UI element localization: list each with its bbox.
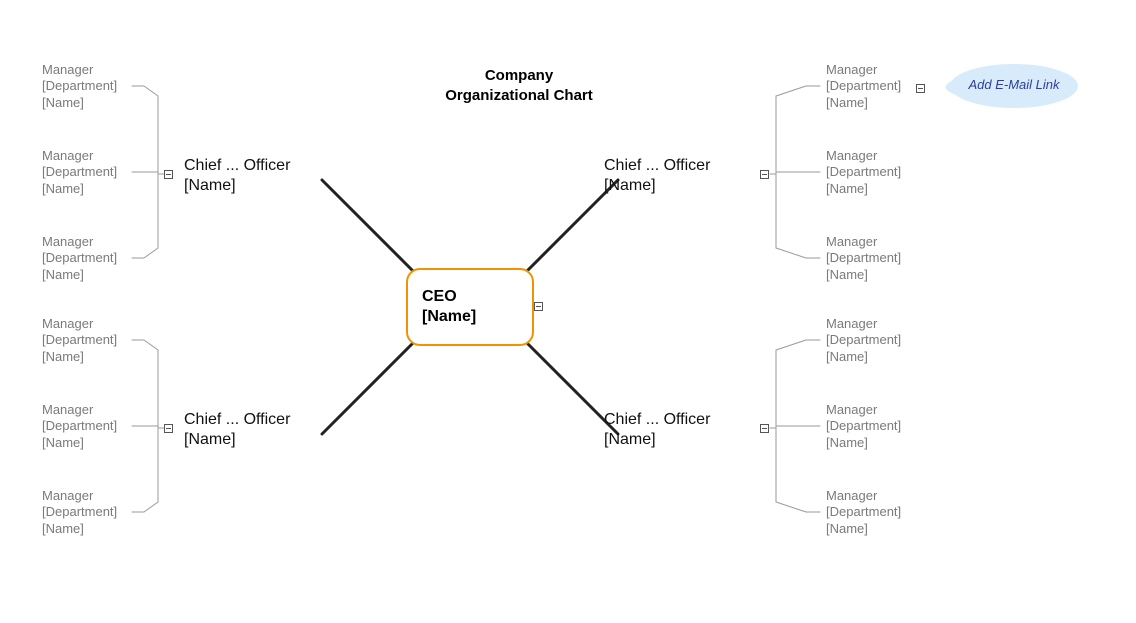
manager-dept: [Department] xyxy=(42,78,117,94)
manager-name: [Name] xyxy=(42,435,117,451)
manager-dept: [Department] xyxy=(826,250,901,266)
manager-title: Manager xyxy=(42,62,117,78)
manager-name: [Name] xyxy=(42,267,117,283)
chart-title: Company Organizational Chart xyxy=(404,66,634,107)
manager-title: Manager xyxy=(826,234,901,250)
manager-title: Manager xyxy=(42,234,117,250)
officer-bottom-left[interactable]: Chief ... Officer[Name] xyxy=(184,410,290,450)
officer-bottom-right[interactable]: Chief ... Officer[Name] xyxy=(604,410,710,450)
manager-name: [Name] xyxy=(826,349,901,365)
chart-title-line2: Organizational Chart xyxy=(404,86,634,106)
ceo-name: [Name] xyxy=(422,308,532,326)
manager-name: [Name] xyxy=(826,95,901,111)
manager-node[interactable]: Manager[Department][Name] xyxy=(826,316,901,365)
manager-node[interactable]: Manager[Department][Name] xyxy=(42,402,117,451)
manager-title: Manager xyxy=(42,316,117,332)
manager-name: [Name] xyxy=(826,181,901,197)
officer-title: Chief ... Officer xyxy=(184,410,290,430)
officer-name: [Name] xyxy=(184,430,290,450)
manager-title: Manager xyxy=(42,488,117,504)
officer-top-right[interactable]: Chief ... Officer[Name] xyxy=(604,156,710,196)
manager-dept: [Department] xyxy=(826,78,901,94)
collapse-icon[interactable] xyxy=(760,424,769,433)
manager-name: [Name] xyxy=(42,95,117,111)
manager-node[interactable]: Manager[Department][Name] xyxy=(42,234,117,283)
manager-dept: [Department] xyxy=(826,418,901,434)
chart-title-line1: Company xyxy=(404,66,634,86)
manager-node[interactable]: Manager[Department][Name] xyxy=(42,148,117,197)
manager-title: Manager xyxy=(826,148,901,164)
manager-name: [Name] xyxy=(42,521,117,537)
officer-title: Chief ... Officer xyxy=(604,156,710,176)
org-chart-canvas: Company Organizational Chart CEO [Name] … xyxy=(0,0,1136,623)
collapse-icon[interactable] xyxy=(164,424,173,433)
manager-dept: [Department] xyxy=(42,504,117,520)
collapse-icon[interactable] xyxy=(760,170,769,179)
collapse-icon[interactable] xyxy=(916,84,925,93)
manager-dept: [Department] xyxy=(826,332,901,348)
manager-node[interactable]: Manager[Department][Name] xyxy=(42,488,117,537)
collapse-icon[interactable] xyxy=(164,170,173,179)
officer-name: [Name] xyxy=(604,430,710,450)
officer-name: [Name] xyxy=(604,176,710,196)
manager-title: Manager xyxy=(42,148,117,164)
officer-title: Chief ... Officer xyxy=(184,156,290,176)
manager-dept: [Department] xyxy=(826,164,901,180)
manager-name: [Name] xyxy=(826,435,901,451)
manager-name: [Name] xyxy=(826,521,901,537)
manager-node[interactable]: Manager[Department][Name] xyxy=(42,316,117,365)
manager-title: Manager xyxy=(826,402,901,418)
manager-node[interactable]: Manager[Department][Name] xyxy=(826,234,901,283)
manager-dept: [Department] xyxy=(826,504,901,520)
manager-name: [Name] xyxy=(826,267,901,283)
manager-node[interactable]: Manager[Department][Name] xyxy=(826,62,901,111)
manager-node[interactable]: Manager[Department][Name] xyxy=(42,62,117,111)
ceo-title: CEO xyxy=(422,288,532,306)
manager-node[interactable]: Manager[Department][Name] xyxy=(826,488,901,537)
manager-title: Manager xyxy=(826,316,901,332)
manager-name: [Name] xyxy=(42,181,117,197)
officer-top-left[interactable]: Chief ... Officer[Name] xyxy=(184,156,290,196)
manager-dept: [Department] xyxy=(42,332,117,348)
manager-dept: [Department] xyxy=(42,164,117,180)
officer-name: [Name] xyxy=(184,176,290,196)
manager-node[interactable]: Manager[Department][Name] xyxy=(826,148,901,197)
manager-name: [Name] xyxy=(42,349,117,365)
manager-dept: [Department] xyxy=(42,250,117,266)
ceo-node[interactable]: CEO [Name] xyxy=(406,268,534,346)
manager-title: Manager xyxy=(42,402,117,418)
manager-title: Manager xyxy=(826,62,901,78)
manager-dept: [Department] xyxy=(42,418,117,434)
manager-title: Manager xyxy=(826,488,901,504)
manager-node[interactable]: Manager[Department][Name] xyxy=(826,402,901,451)
collapse-icon[interactable] xyxy=(534,302,543,311)
officer-title: Chief ... Officer xyxy=(604,410,710,430)
